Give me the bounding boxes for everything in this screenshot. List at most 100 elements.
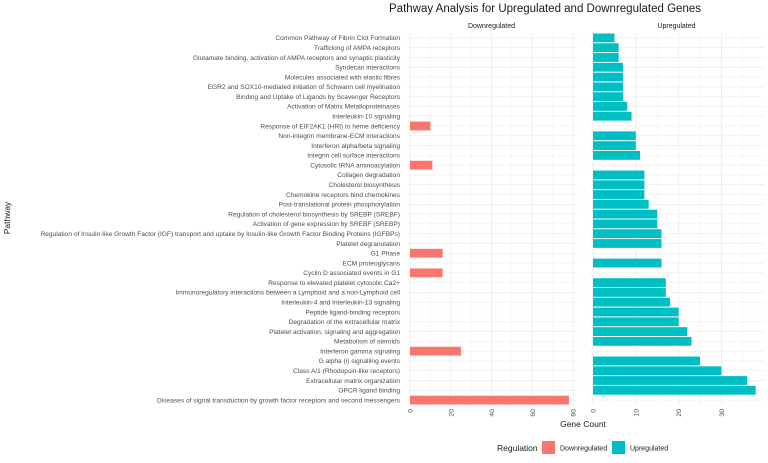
bar-upregulated [593,72,623,82]
bar-downregulated [410,346,461,356]
legend-swatch-upregulated [612,441,625,454]
chart-title: Pathway Analysis for Upregulated and Dow… [389,3,701,15]
bar-upregulated [593,190,645,199]
y-tick-label: Regulation of Insulin-like Growth Factor… [40,231,400,238]
chart-panels: Downregulated 0 20 40 60 80 Upregulated 0 10 20 30 [406,23,764,417]
bar-upregulated [593,229,662,239]
y-tick-label: Degradation of the extracellular matrix [289,319,401,326]
y-tick-label: G alpha (i) signalling events [319,358,401,365]
bar-upregulated [593,150,641,160]
y-tick-label: Interferon gamma signaling [320,348,400,355]
x-tick-label: 0 [408,409,415,413]
bar-upregulated [593,53,619,62]
bar-downregulated [410,160,433,170]
y-tick-label: G1 Phase [371,251,401,258]
bar-upregulated [593,102,628,111]
y-tick-label: Class A/1 (Rhodopsin-like receptors) [293,368,400,375]
bar-upregulated [593,366,722,376]
y-tick-label: Response to elevated platelet cytosolic … [268,280,400,287]
y-tick-label: Activation of Matrix Metalloproteinases [287,104,401,111]
legend-label: Upregulated [630,446,668,453]
bar-upregulated [593,288,666,297]
x-tick-label: 20 [448,409,455,417]
bar-downregulated [410,121,431,131]
bar-upregulated [593,111,632,121]
x-axis-title: Gene Count [560,419,606,429]
bar-downregulated [410,248,443,258]
legend-label: Downregulated [560,446,607,453]
y-tick-label: Collagen degradation [337,172,400,179]
legend: Regulation Downregulated Upregulated [497,441,668,454]
y-tick-label: Metabolism of steroids [334,339,401,346]
y-tick-label: Integrin cell surface interactions [307,153,400,160]
x-tick-label: 20 [676,409,683,417]
x-tick-label: 0 [591,409,598,413]
bar-upregulated [593,141,636,150]
y-tick-label: Diseases of signal transduction by growt… [157,397,401,404]
y-tick-label: Interleukin-10 signaling [332,114,400,121]
bar-upregulated [593,131,636,141]
bar-upregulated [593,278,666,288]
y-tick-label: EGR2 and SOX10-mediated initiation of Sc… [208,84,401,91]
y-axis-title: Pathway [2,201,12,234]
bar-downregulated [410,268,443,278]
y-tick-labels: Common Pathway of Fibrin Clot Formation T… [40,35,400,404]
panel-upregulated: Upregulated 0 10 20 30 [589,23,764,417]
y-tick-label: Interferon alpha/beta signaling [311,143,400,150]
bar-upregulated [593,180,645,190]
panel-strip-label: Downregulated [468,23,515,30]
bar-upregulated [593,33,615,43]
bar-upregulated [593,62,623,72]
bar-upregulated [593,258,662,268]
bar-upregulated [593,199,649,209]
x-tick-label: 40 [489,409,496,417]
x-tick-label: 80 [571,409,578,417]
legend-title: Regulation [497,443,538,453]
y-tick-label: Common Pathway of Fibrin Clot Formation [275,35,400,42]
y-tick-label: Regulation of cholesterol biosynthesis b… [228,211,400,218]
y-tick-label: Chemokine receptors bind chemokines [286,192,401,199]
panel-downregulated: Downregulated 0 20 40 60 80 [406,23,578,417]
y-tick-label: Cyclin D associated events in G1 [303,270,400,277]
y-tick-label: Cytosolic tRNA aminoacylation [310,162,400,169]
y-tick-label: Syndecan interactions [335,65,401,72]
legend-swatch-downregulated [542,441,555,454]
y-tick-label: ECM proteoglycans [342,260,400,267]
bar-upregulated [593,356,701,366]
bar-upregulated [593,376,748,385]
x-tick-label: 30 [719,409,726,417]
bar-upregulated [593,43,619,53]
y-tick-label: Interleukin-4 and Interleukin-13 signali… [281,300,400,307]
y-tick-label: Immunoregulatory interactions between a … [175,290,400,297]
x-tick-label: 10 [633,409,640,417]
y-tick-label: GPCR ligand binding [338,388,400,395]
y-tick-label: Platelet activation, signaling and aggre… [269,329,400,336]
y-tick-label: Platelet degranulation [336,241,400,248]
y-tick-label: Response of EIF2AK1 (HRI) to heme defici… [260,123,400,130]
bar-upregulated [593,317,679,327]
bar-upregulated [593,385,756,395]
bar-upregulated [593,82,623,92]
bar-upregulated [593,327,688,336]
bar-upregulated [593,170,645,180]
y-tick-label: Non-integrin membrane-ECM interactions [278,133,400,140]
y-tick-label: Trafficking of AMPA receptors [314,45,401,52]
bar-upregulated [593,209,658,219]
x-tick-label: 60 [530,409,537,417]
y-tick-label: Activation of gene expression by SREBF (… [253,221,400,228]
y-tick-label: Cholesterol biosynthesis [329,182,401,189]
bar-downregulated [410,395,569,405]
panel-strip-label: Upregulated [657,23,695,30]
bar-upregulated [593,239,662,248]
y-tick-label: Molecules associated with elastic fibres [285,74,401,81]
bar-upregulated [593,336,692,346]
y-tick-label: Binding and Uptake of Ligands by Scaveng… [236,94,401,101]
y-tick-label: Glutamate binding, activation of AMPA re… [193,55,401,62]
y-tick-label: Post-translational protein phosphorylati… [279,202,401,209]
bar-upregulated [593,219,658,229]
bar-upregulated [593,307,679,317]
bar-upregulated [593,297,671,307]
bar-upregulated [593,92,623,102]
y-tick-label: Peptide ligand-binding receptors [305,309,400,316]
